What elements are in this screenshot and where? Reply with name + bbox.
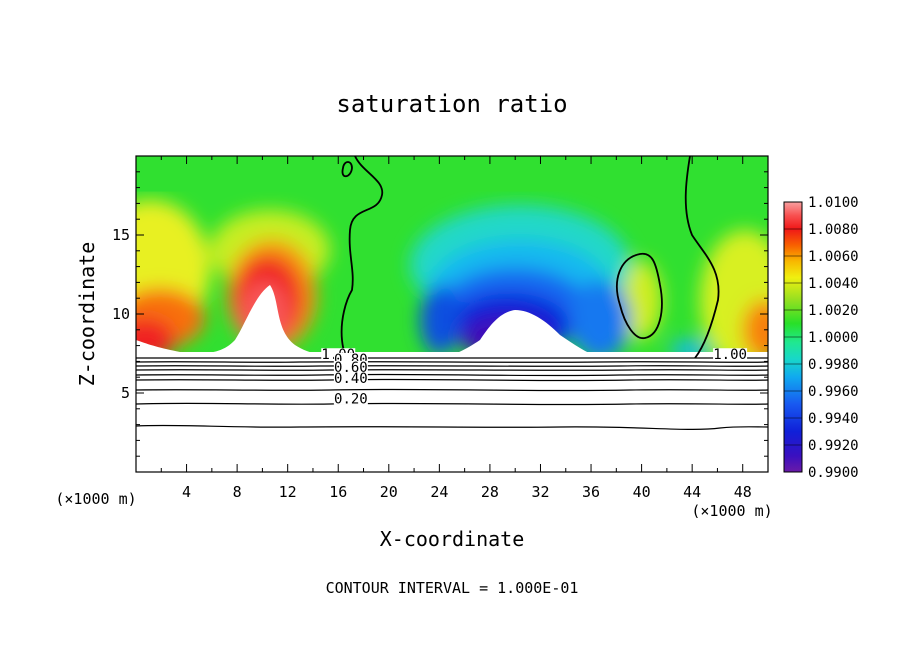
contour-label-bg (333, 371, 368, 384)
colorbar-label: 1.0000 (808, 330, 859, 346)
colorbar-label: 1.0020 (808, 303, 859, 319)
contour-labels: 1.000.800.600.400.201.00 (321, 347, 748, 407)
contour-label-bg (713, 348, 748, 361)
colorbar-label: 1.0060 (808, 249, 859, 265)
y-tick-label: 10 (112, 305, 130, 323)
x-tick-label: 16 (329, 483, 347, 501)
contour-lines-lower (135, 357, 769, 430)
y-tick-label: 5 (121, 384, 130, 402)
colorbar: 1.0100 1.0080 1.0060 1.0040 1.0020 1.0000 0.99… (783, 195, 859, 481)
x-tick-label: 36 (582, 483, 600, 501)
y-axis: 5 10 15 (112, 171, 768, 457)
x-tick-label: 32 (531, 483, 549, 501)
contour-label: 0.20 (334, 391, 368, 407)
contour-lines-upper (340, 155, 720, 359)
heatmap-field (136, 156, 768, 358)
contour-label-bg (333, 392, 368, 405)
x-tick-label: 4 (182, 483, 191, 501)
x-tick-label: 40 (633, 483, 651, 501)
x-unit-left: (×1000 m) (55, 490, 136, 508)
contour-label: 0.60 (334, 360, 368, 376)
contour-interval-note: CONTOUR INTERVAL = 1.000E-01 (326, 579, 579, 597)
colorbar-label: 0.9980 (808, 357, 859, 373)
x-tick-label: 20 (380, 483, 398, 501)
contour-label: 0.40 (334, 371, 368, 387)
x-tick-label: 12 (279, 483, 297, 501)
contour-label-bg (333, 360, 368, 373)
x-tick-label: 8 (233, 483, 242, 501)
chart-title: saturation ratio (336, 90, 567, 118)
x-axis: 4 8 12 16 20 24 28 32 36 40 44 48 (160, 156, 752, 501)
colorbar-label: 0.9920 (808, 438, 859, 454)
y-tick-label: 15 (112, 226, 130, 244)
colorbar-label: 0.9960 (808, 384, 859, 400)
contour-label: 1.00 (713, 347, 747, 363)
x-tick-label: 28 (481, 483, 499, 501)
x-tick-label: 24 (430, 483, 448, 501)
x-tick-label: 48 (734, 483, 752, 501)
colorbar-label: 1.0100 (808, 195, 859, 211)
colorbar-label: 0.9940 (808, 411, 859, 427)
colorbar-labels: 1.0100 1.0080 1.0060 1.0040 1.0020 1.0000 0.99… (784, 195, 859, 481)
colorbar-label: 1.0040 (808, 276, 859, 292)
y-axis-label: Z-coordinate (75, 242, 99, 387)
x-axis-label: X-coordinate (380, 527, 525, 551)
x-tick-label: 44 (683, 483, 701, 501)
colorbar-label: 1.0080 (808, 222, 859, 238)
colorbar-label: 0.9900 (808, 465, 859, 481)
x-unit-right: (×1000 m) (691, 502, 772, 520)
